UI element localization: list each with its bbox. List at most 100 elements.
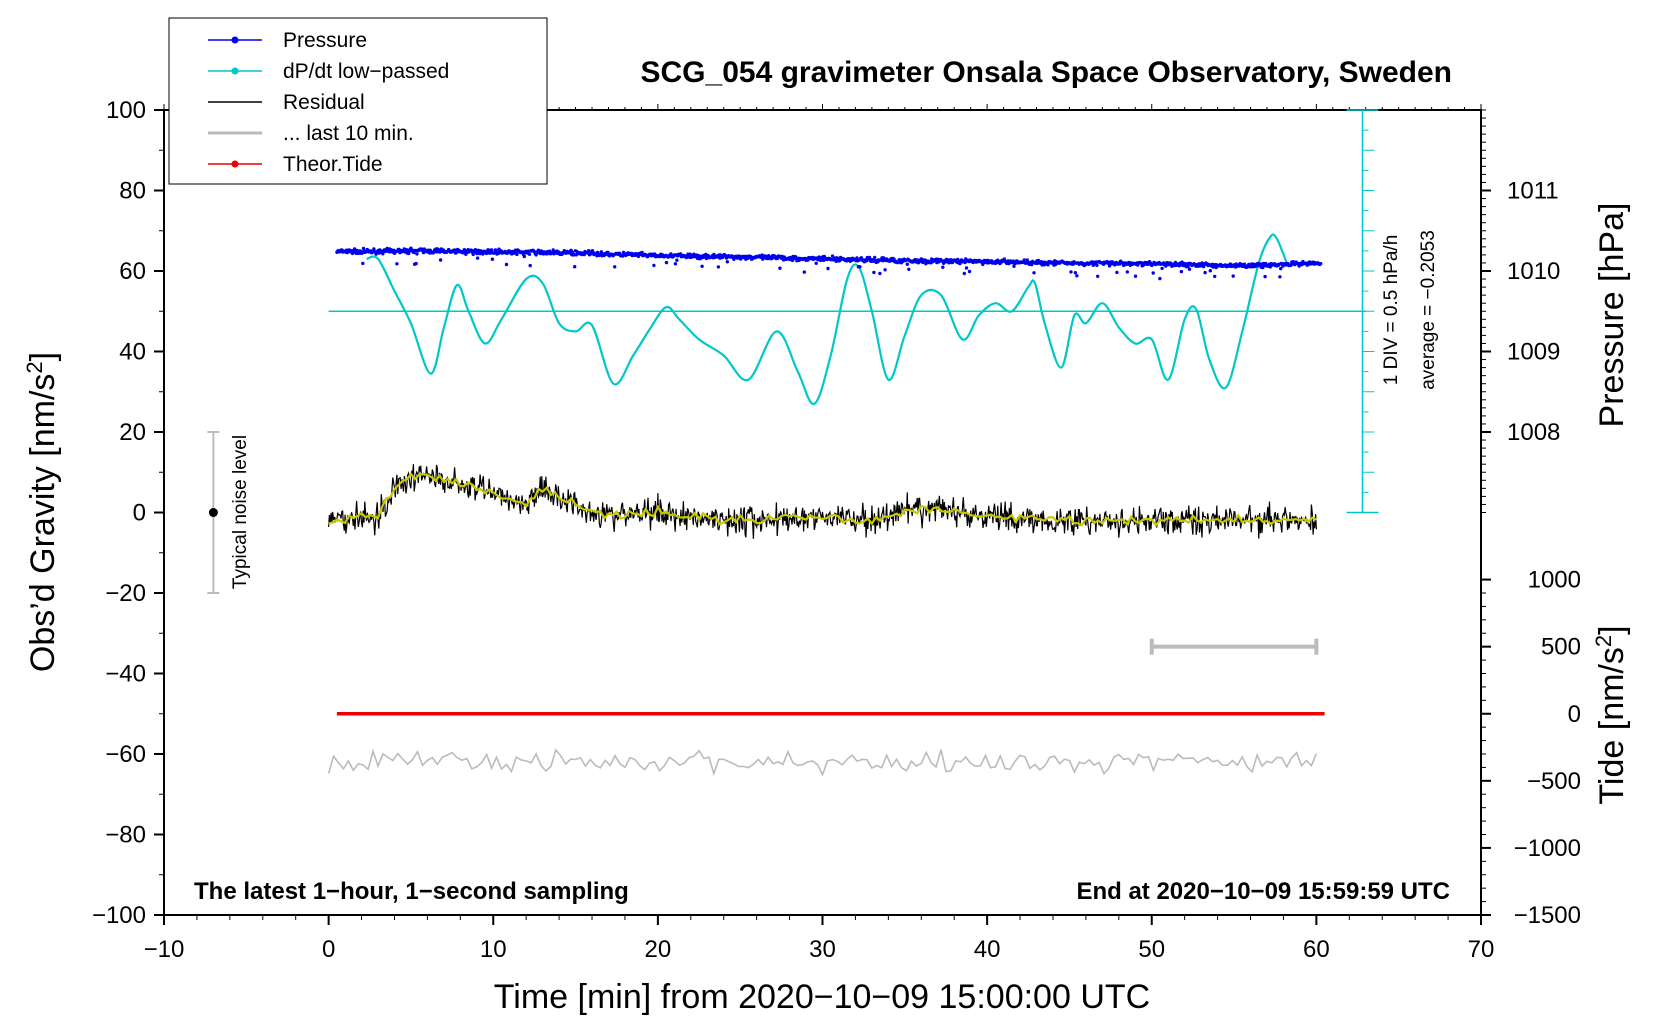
pressure-point — [1151, 271, 1155, 275]
tide-tick-label: 0 — [1568, 701, 1581, 728]
y-tick-label: 80 — [119, 178, 146, 205]
pressure-point — [527, 252, 532, 256]
pressure-point — [802, 270, 806, 274]
dpdt-average-note: average = −0.2053 — [1418, 230, 1439, 390]
pressure-point — [522, 254, 526, 259]
pressure-point — [826, 266, 830, 271]
pressure-point — [1139, 261, 1144, 265]
y-tick-label: −20 — [105, 580, 146, 607]
pressure-point — [1160, 266, 1164, 271]
x-tick-label: −10 — [144, 936, 185, 963]
legend-label: Pressure — [283, 29, 367, 52]
pressure-point — [967, 269, 972, 274]
x-tick-label: 40 — [974, 936, 1001, 963]
pressure-tick-label: 1010 — [1507, 258, 1560, 285]
pressure-tick-label: 1009 — [1507, 339, 1560, 366]
tide-tick-label: 500 — [1541, 634, 1581, 661]
pressure-point — [1278, 275, 1282, 279]
pressure-point — [395, 262, 399, 266]
legend-swatch-marker — [231, 67, 239, 75]
pressure-point — [1319, 262, 1323, 266]
pressure-point — [573, 265, 577, 269]
noise-level-label: Typical noise level — [230, 435, 251, 589]
x-tick-label: 30 — [809, 936, 836, 963]
pressure-point — [361, 246, 366, 251]
pressure-point — [905, 262, 909, 266]
pressure-point — [778, 266, 782, 270]
pressure-point — [1133, 274, 1138, 278]
legend-swatch-marker — [231, 36, 239, 44]
x-tick-label: 50 — [1138, 936, 1165, 963]
pressure-point — [528, 263, 532, 268]
y-axis-title-pressure: Pressure [hPa] — [1593, 203, 1631, 428]
pressure-point — [1073, 271, 1078, 275]
pressure-point — [1186, 264, 1190, 269]
pressure-point — [1095, 263, 1099, 267]
noise-center-dot — [208, 508, 218, 517]
chart-title: SCG_054 gravimeter Onsala Space Observat… — [641, 56, 1453, 89]
x-tick-label: 70 — [1468, 936, 1495, 963]
dpdt-lowpassed-line — [366, 233, 1288, 405]
right-axis-ticks: 1011 1010 1009 1008 1000 500 0 −500 −1000 −1500 — [1481, 109, 1581, 929]
pressure-point — [475, 256, 480, 260]
pressure-point — [1032, 271, 1036, 275]
x-axis-ticks: −10 0 10 20 30 40 50 60 70 — [144, 104, 1495, 963]
pressure-point — [867, 255, 872, 260]
pressure-tick-label: 1011 — [1507, 178, 1559, 205]
y-tick-label: 100 — [106, 97, 146, 124]
pressure-point — [830, 254, 835, 258]
y-tick-label: 0 — [133, 500, 146, 527]
pressure-point — [962, 271, 966, 276]
legend-label: Residual — [283, 91, 365, 114]
pressure-point — [1125, 270, 1130, 274]
pressure-point — [471, 252, 475, 257]
y-tick-label: −40 — [105, 661, 146, 688]
pressure-point — [883, 268, 887, 272]
pressure-point — [490, 248, 494, 252]
pressure-point — [1053, 262, 1058, 267]
pressure-point — [504, 262, 509, 267]
tide-tick-label: −1500 — [1514, 902, 1581, 929]
pressure-point — [700, 264, 704, 268]
pressure-point — [1279, 266, 1283, 271]
last-10-min-bracket — [1149, 638, 1319, 655]
pressure-point — [725, 260, 729, 264]
pressure-point — [490, 257, 495, 261]
noise-level-indicator — [207, 431, 220, 594]
pressure-point — [1164, 264, 1168, 268]
x-tick-label: 60 — [1303, 936, 1330, 963]
pressure-point — [873, 255, 877, 260]
dpdt-div-note: 1 DIV = 0.5 hPa/h — [1381, 235, 1402, 386]
x-tick-label: 20 — [645, 936, 672, 963]
legend-label: ... last 10 min. — [283, 122, 414, 145]
pressure-point — [718, 253, 723, 257]
pressure-point — [664, 260, 669, 265]
pressure-point — [1107, 264, 1112, 268]
y-tick-label: −60 — [105, 741, 146, 768]
pressure-point — [1012, 264, 1016, 268]
y-axis-title-tide: Tide [nm/s2] — [1591, 625, 1632, 804]
pressure-point — [1069, 270, 1073, 274]
pressure-point — [872, 270, 876, 275]
y-tick-label: 40 — [119, 339, 146, 366]
x-tick-label: 10 — [480, 936, 507, 963]
residual-smoothed-line — [328, 472, 1317, 528]
legend-swatch-marker — [231, 160, 239, 168]
pressure-point — [858, 265, 862, 269]
pressure-point — [1203, 270, 1207, 275]
pressure-point — [1187, 267, 1192, 271]
legend-label: Theor.Tide — [283, 153, 383, 176]
pressure-point — [1179, 269, 1184, 274]
legend: Pressure dP/dt low−passed Residual ... last… — [168, 17, 548, 185]
pressure-point — [652, 263, 656, 268]
end-time-note: End at 2020−10−09 15:59:59 UTC — [1076, 878, 1450, 905]
last-10-min-line — [327, 748, 1318, 777]
pressure-point — [941, 265, 945, 269]
pressure-point — [613, 265, 617, 269]
y-tick-label: 20 — [119, 419, 146, 446]
pressure-point — [606, 250, 610, 255]
pressure-point — [361, 261, 365, 266]
y-axis-title-gravity: Obs’d Gravity [nm/s2] — [22, 352, 63, 672]
pressure-point — [878, 271, 882, 276]
pressure-point — [907, 267, 911, 271]
